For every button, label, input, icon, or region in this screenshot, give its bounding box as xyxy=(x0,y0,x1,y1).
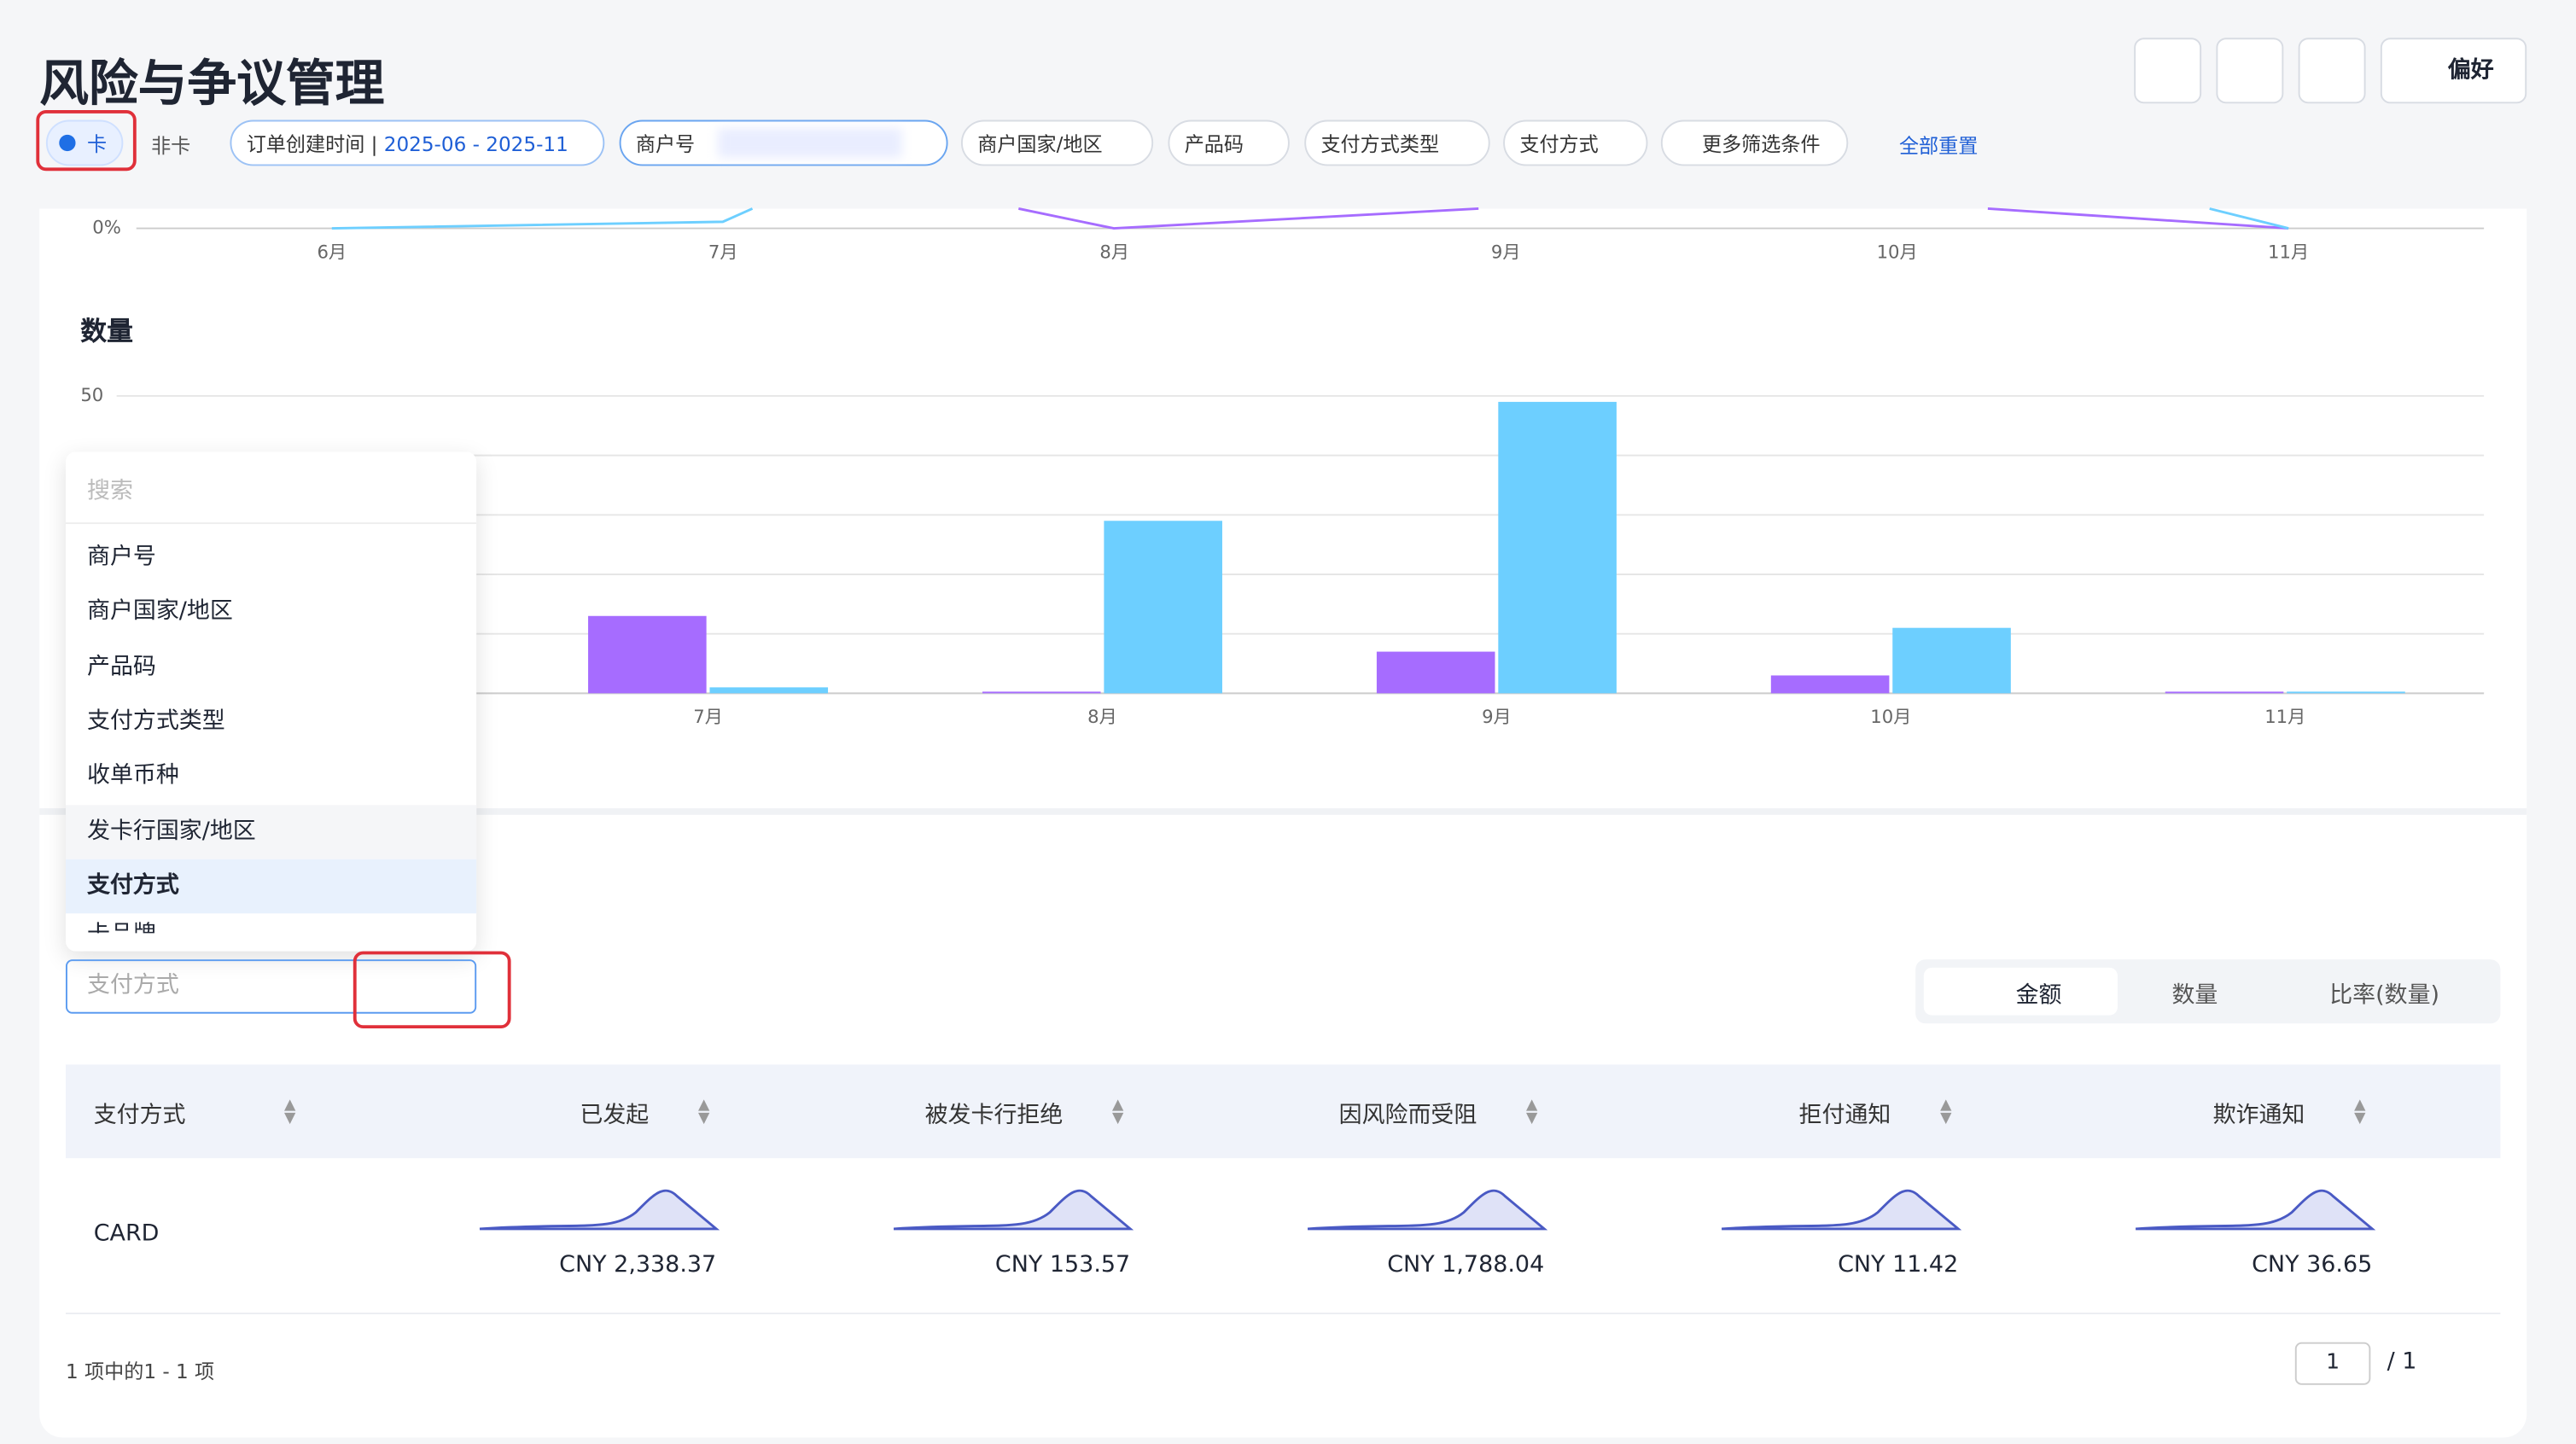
chart-title: 数量 xyxy=(80,315,133,347)
filter-time[interactable]: 订单创建时间 | 2025-06 - 2025-11 xyxy=(230,119,605,166)
bar xyxy=(709,687,829,694)
chart: 0% 6月 7月 8月 9月 10月 11月 50 7月 8月 9月 10月 11月 xyxy=(80,207,2485,727)
x-tick-label: 7月 xyxy=(693,706,723,727)
bar xyxy=(1498,401,1617,694)
check-icon xyxy=(59,134,76,152)
x-tick-label: 8月 xyxy=(1087,706,1117,727)
bar xyxy=(1892,627,2011,694)
y-tick-label: 0% xyxy=(92,217,121,238)
cell-value: CNY 2,338.37 xyxy=(559,1251,717,1278)
sparkline xyxy=(1721,1189,1962,1231)
cell-value: CNY 36.65 xyxy=(2252,1251,2373,1278)
x-tick-label: 11月 xyxy=(2268,241,2309,262)
column-header: 因风险而受阻 xyxy=(1338,1102,1477,1129)
page-summary: 1 项中的1 - 1 项 xyxy=(65,1360,215,1383)
x-tick-label: 10月 xyxy=(1870,706,1911,727)
x-tick-label: 11月 xyxy=(2264,706,2305,727)
sort-icon[interactable]: ▲ ▼ xyxy=(2354,1097,2366,1127)
bar xyxy=(2287,691,2405,694)
sort-icon[interactable]: ▲ ▼ xyxy=(697,1097,710,1127)
line-fragment xyxy=(2209,207,2289,230)
line-fragment xyxy=(331,207,754,230)
cell-value: CNY 11.42 xyxy=(1838,1251,1959,1278)
tab[interactable]: 数量 xyxy=(2171,982,2218,1009)
sort-icon[interactable]: ▲ ▼ xyxy=(1526,1097,1538,1127)
x-tick-label: 8月 xyxy=(1099,241,1129,262)
dropdown-option[interactable]: 支付方式类型 xyxy=(87,707,225,735)
reset[interactable]: 全部重置 xyxy=(1898,134,1979,158)
dropdown-option[interactable]: 收单币种 xyxy=(87,762,179,789)
divider xyxy=(65,522,477,525)
x-tick-label: 7月 xyxy=(708,241,738,262)
x-tick-label: 9月 xyxy=(1491,241,1521,262)
search-input[interactable]: 搜索 xyxy=(87,478,133,504)
column-header: 拒付通知 xyxy=(1798,1102,1891,1129)
non-card-toggle[interactable]: 非卡 xyxy=(151,134,191,158)
dropdown-option[interactable]: 商户号 xyxy=(87,544,156,570)
sort-icon[interactable]: ▲ ▼ xyxy=(1940,1097,1952,1127)
link-button[interactable] xyxy=(2216,38,2284,104)
label: 订单创建时间 xyxy=(246,132,365,156)
dropdown-option[interactable]: 卡品牌 xyxy=(66,913,476,933)
sparkline xyxy=(1307,1189,1548,1231)
sparkline xyxy=(893,1189,1134,1231)
cell: CARD xyxy=(93,1220,160,1248)
column-header: 被发卡行拒绝 xyxy=(924,1102,1064,1129)
title: 风险与争议管理 xyxy=(39,55,385,114)
preference-button[interactable]: 偏好 xyxy=(2380,38,2527,104)
download-button[interactable] xyxy=(2134,38,2202,104)
info-button[interactable] xyxy=(2298,38,2366,104)
bar xyxy=(1770,675,1890,694)
bar xyxy=(982,691,1101,694)
bar xyxy=(1376,651,1495,694)
filter-country[interactable]: 商户国家/地区 xyxy=(960,119,1154,166)
column-header: 欺诈通知 xyxy=(2212,1102,2305,1129)
table-header xyxy=(65,1064,2501,1159)
tab[interactable]: 比率(数量) xyxy=(2329,982,2440,1009)
redacted xyxy=(718,128,902,158)
filter-product[interactable]: 产品码 xyxy=(1168,119,1290,166)
sort-icon[interactable]: ▲ ▼ xyxy=(1112,1097,1124,1127)
x-tick-label: 10月 xyxy=(1877,241,1918,262)
row-border xyxy=(65,1313,2501,1314)
sparkline xyxy=(2136,1189,2376,1231)
value: 2025-06 - 2025-11 xyxy=(383,132,568,156)
column-header: 支付方式 xyxy=(93,1102,186,1129)
active-tab xyxy=(1923,967,2118,1016)
dropdown-option[interactable]: 支付方式 xyxy=(65,859,477,913)
sort-icon[interactable]: ▲ ▼ xyxy=(283,1097,296,1127)
cell-value: CNY 153.57 xyxy=(994,1251,1131,1278)
card-toggle[interactable]: 卡 xyxy=(45,119,124,166)
bar xyxy=(2165,691,2284,694)
highlight xyxy=(353,951,511,1029)
bar xyxy=(1104,521,1222,694)
group-select[interactable]: 支付方式 xyxy=(65,959,477,1014)
tab[interactable]: 金额 xyxy=(2015,982,2062,1009)
highlight xyxy=(36,109,137,172)
dropdown-option[interactable]: 商户国家/地区 xyxy=(87,598,233,626)
dropdown-option[interactable]: 产品码 xyxy=(87,653,156,680)
cell-value: CNY 1,788.04 xyxy=(1387,1251,1545,1278)
filter-more[interactable]: 更多筛选条件 xyxy=(1660,119,1849,166)
column-header: 已发起 xyxy=(580,1102,650,1129)
filter-pm[interactable]: 支付方式 xyxy=(1503,119,1648,166)
y-tick-label: 50 xyxy=(80,384,103,405)
page-total: / 1 xyxy=(2387,1348,2417,1376)
x-tick-label: 6月 xyxy=(317,241,347,262)
filter-pm-type[interactable]: 支付方式类型 xyxy=(1304,119,1490,166)
sparkline xyxy=(479,1189,720,1231)
bar xyxy=(588,615,707,694)
x-tick-label: 9月 xyxy=(1482,706,1512,727)
line-fragment xyxy=(1018,207,2289,230)
dropdown-option[interactable]: 发卡行国家/地区 xyxy=(65,804,477,859)
separator xyxy=(39,808,2527,815)
page-input[interactable]: 1 xyxy=(2294,1342,2371,1385)
